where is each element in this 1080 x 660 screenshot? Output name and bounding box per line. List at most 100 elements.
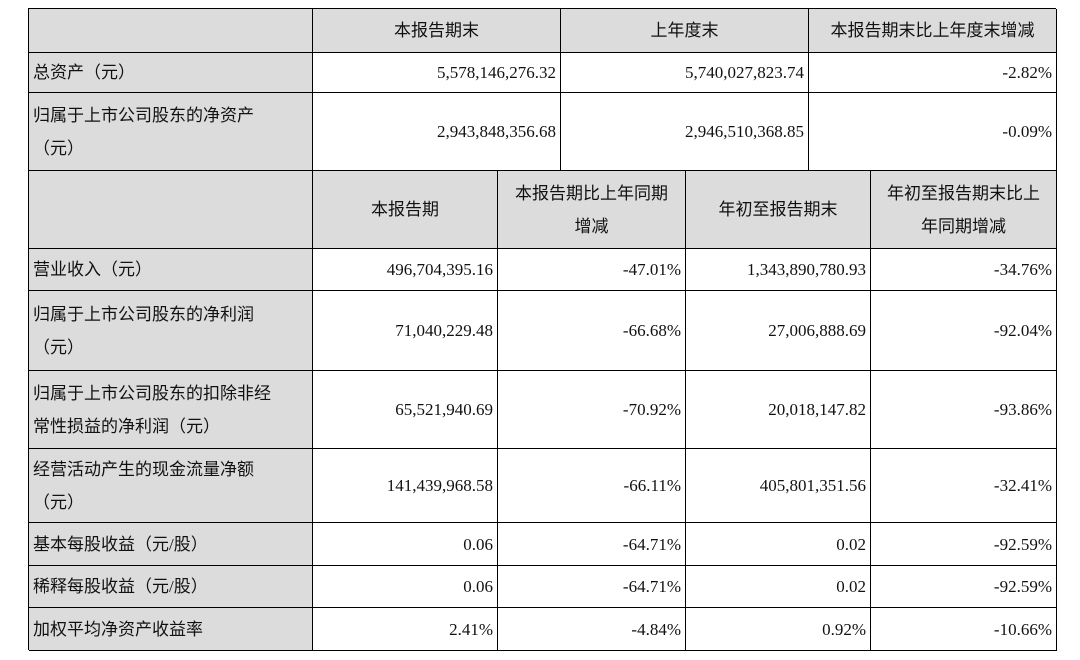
value-text: -66.68%	[622, 321, 681, 340]
value-text: 0.02	[836, 534, 866, 554]
header-text: 本报告期比上年同期	[515, 183, 668, 203]
row-label: 营业收入（元）	[29, 249, 313, 291]
header-text: 本报告期末	[394, 21, 479, 40]
value-cell: 0.92%	[686, 608, 871, 651]
value-text: 20,018,147.82	[768, 400, 866, 419]
value-text: -2.82%	[1002, 63, 1052, 82]
header-corner	[29, 9, 313, 53]
value-text: -10.66%	[993, 619, 1052, 639]
value-cell: 496,704,395.16	[313, 249, 498, 291]
header-text: 本报告期末比上年度末增减	[830, 21, 1035, 40]
value-text: 2.41%	[449, 619, 493, 639]
value-text: 65,521,940.69	[395, 400, 493, 419]
value-text: 496,704,395.16	[386, 260, 493, 279]
label-text: 常性损益的净利润（元）	[33, 416, 220, 436]
value-cell: 27,006,888.69	[686, 291, 871, 371]
row-label: 加权平均净资产收益率	[29, 608, 313, 651]
row-label: 总资产（元）	[29, 53, 313, 93]
value-text: -92.59%	[993, 534, 1052, 554]
label-text: （元）	[33, 492, 84, 512]
value-cell: -2.82%	[809, 53, 1057, 93]
label-text: 归属于上市公司股东的扣除非经	[33, 383, 271, 403]
value-text: 405,801,351.56	[759, 476, 866, 495]
value-cell: -70.92%	[498, 371, 686, 449]
header-text: 上年度末	[650, 21, 719, 40]
value-cell: -4.84%	[498, 608, 686, 651]
value-cell: -0.09%	[809, 93, 1057, 171]
value-cell: 5,740,027,823.74	[561, 53, 809, 93]
value-cell: -32.41%	[871, 449, 1057, 523]
value-text: -66.11%	[623, 476, 681, 495]
header-corner	[29, 171, 313, 249]
header-text: 年初至报告期末	[718, 200, 838, 219]
value-text: 71,040,229.48	[395, 321, 493, 340]
value-cell: -92.04%	[871, 291, 1057, 371]
value-text: 2,946,510,368.85	[685, 122, 804, 141]
value-text: 0.06	[463, 534, 493, 554]
value-cell: 5,578,146,276.32	[313, 53, 561, 93]
value-cell: 141,439,968.58	[313, 449, 498, 523]
column-header: 上年度末	[561, 9, 809, 53]
value-cell: 0.02	[686, 523, 871, 566]
value-text: -64.71%	[622, 534, 681, 554]
value-cell: -93.86%	[871, 371, 1057, 449]
value-text: 1,343,890,780.93	[747, 260, 866, 279]
row-label: 归属于上市公司股东的净利润 （元）	[29, 291, 313, 371]
value-cell: -64.71%	[498, 523, 686, 566]
label-text: （元）	[33, 138, 84, 158]
value-text: -0.09%	[1002, 122, 1052, 141]
value-cell: 2,946,510,368.85	[561, 93, 809, 171]
row-label: 归属于上市公司股东的扣除非经 常性损益的净利润（元）	[29, 371, 313, 449]
value-text: -34.76%	[993, 260, 1052, 279]
header-text: 年同期增减	[921, 216, 1006, 236]
value-text: -64.71%	[622, 577, 681, 596]
value-text: 141,439,968.58	[386, 476, 493, 495]
value-cell: 405,801,351.56	[686, 449, 871, 523]
value-text: -4.84%	[631, 619, 681, 639]
label-text: 基本每股收益（元/股）	[33, 534, 208, 554]
value-cell: 1,343,890,780.93	[686, 249, 871, 291]
value-cell: -34.76%	[871, 249, 1057, 291]
label-text: 稀释每股收益（元/股）	[33, 577, 208, 596]
value-cell: 0.06	[313, 523, 498, 566]
column-header: 本报告期	[313, 171, 498, 249]
value-cell: -92.59%	[871, 523, 1057, 566]
label-text: 经营活动产生的现金流量净额	[33, 459, 254, 479]
value-text: 27,006,888.69	[768, 321, 866, 340]
header-text: 增减	[574, 216, 609, 236]
label-text: （元）	[33, 337, 84, 357]
row-label: 稀释每股收益（元/股）	[29, 566, 313, 608]
column-header: 本报告期末比上年度末增减	[809, 9, 1057, 53]
value-cell: -47.01%	[498, 249, 686, 291]
value-text: 5,578,146,276.32	[437, 63, 556, 82]
value-cell: -10.66%	[871, 608, 1057, 651]
value-text: -93.86%	[993, 400, 1052, 419]
value-text: 2,943,848,356.68	[437, 122, 556, 141]
row-label: 归属于上市公司股东的净资产 （元）	[29, 93, 313, 171]
value-cell: 71,040,229.48	[313, 291, 498, 371]
value-cell: 20,018,147.82	[686, 371, 871, 449]
table-frame: 本报告期末 上年度末 本报告期末比上年度末增减总资产（元） 5,578,146,276…	[28, 8, 1057, 651]
value-cell: 0.06	[313, 566, 498, 608]
column-header: 年初至报告期末	[686, 171, 871, 249]
value-cell: 0.02	[686, 566, 871, 608]
header-text: 年初至报告期末比上	[887, 183, 1040, 203]
label-text: 加权平均净资产收益率	[33, 619, 203, 639]
value-cell: -92.59%	[871, 566, 1057, 608]
value-text: 0.02	[836, 577, 866, 596]
row-label: 基本每股收益（元/股）	[29, 523, 313, 566]
value-text: -70.92%	[622, 400, 681, 419]
value-text: -47.01%	[622, 260, 681, 279]
label-text: 总资产（元）	[33, 63, 135, 82]
value-cell: -64.71%	[498, 566, 686, 608]
value-text: -92.59%	[993, 577, 1052, 596]
column-header: 本报告期比上年同期 增减	[498, 171, 686, 249]
column-header: 年初至报告期末比上 年同期增减	[871, 171, 1057, 249]
label-text: 归属于上市公司股东的净利润	[33, 304, 254, 324]
value-text: -92.04%	[993, 321, 1052, 340]
value-text: 5,740,027,823.74	[685, 63, 804, 82]
value-text: 0.06	[463, 577, 493, 596]
value-cell: -66.11%	[498, 449, 686, 523]
value-cell: 65,521,940.69	[313, 371, 498, 449]
